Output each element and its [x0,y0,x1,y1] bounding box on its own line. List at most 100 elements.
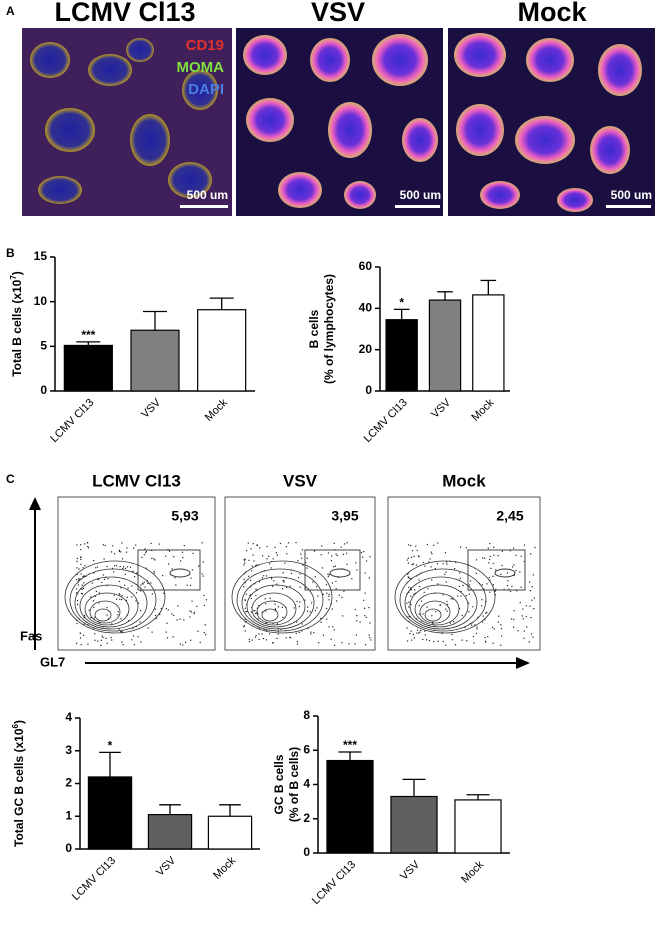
event-dot [411,556,413,558]
event-dot [472,635,475,638]
event-dot [275,552,277,554]
event-dot [82,634,85,636]
y-axis-label: (% of B cells) [287,747,301,822]
event-dot [365,616,368,619]
event-dot [276,554,278,556]
gate-value: 5,93 [171,508,198,524]
event-dot [87,547,90,549]
panel-label: B [6,246,15,260]
event-dot [331,555,333,557]
event-dot [368,634,370,636]
event-dot [523,630,525,632]
event-dot [486,611,488,614]
event-dot [132,627,134,629]
event-dot [312,581,314,583]
event-dot [501,550,504,552]
event-dot [476,628,478,630]
event-dot [289,585,291,587]
event-dot [97,640,99,642]
y-axis-label: B cells [307,309,321,348]
event-dot [289,636,291,638]
event-dot [270,578,273,580]
event-dot [243,626,245,628]
event-dot [407,562,409,564]
event-dot [154,559,156,561]
event-dot [256,544,258,546]
event-dot [327,573,329,575]
event-dot [91,582,93,584]
event-dot [79,637,82,639]
event-dot [485,640,487,642]
event-dot [433,544,435,547]
event-dot [296,640,298,643]
event-dot [414,589,416,591]
event-dot [445,608,447,610]
event-dot [317,595,319,597]
event-dot [293,607,295,609]
flow-title: Mock [442,471,486,490]
y-axis-label: (% of lymphocytes) [322,274,336,384]
event-dot [76,567,78,569]
event-dot [145,567,147,569]
significance: * [108,739,113,753]
event-dot [90,616,92,619]
event-dot [507,580,509,582]
event-dot [433,640,435,643]
event-dot [473,642,475,644]
event-dot [133,643,135,646]
event-dot [150,542,152,544]
event-dot [406,640,409,642]
event-dot [80,644,82,646]
event-dot [202,561,204,563]
event-dot [282,588,284,590]
event-dot [418,555,420,558]
event-dot [369,622,371,624]
event-dot [431,615,433,617]
event-dot [437,542,439,544]
event-dot [282,616,284,618]
event-dot [273,580,275,582]
event-dot [411,564,413,566]
x-tick-label: VSV [398,858,423,883]
event-dot [76,588,78,590]
event-dot [481,605,483,607]
event-dot [325,584,327,586]
contour [69,568,157,632]
event-dot [422,613,424,615]
event-dot [492,562,494,565]
event-dot [282,572,284,574]
arrow-head [516,657,530,669]
stain-label: CD19 [186,37,224,54]
event-dot [121,641,123,643]
event-dot [295,542,297,544]
event-dot [521,615,523,617]
event-dot [525,605,527,607]
event-dot [77,584,80,586]
event-dot [283,580,285,582]
event-dot [363,550,365,553]
event-dot [272,558,274,560]
event-dot [331,608,333,610]
event-dot [482,615,484,617]
event-dot [163,592,165,594]
event-dot [102,544,104,546]
event-dot [406,602,408,604]
event-dot [125,551,128,553]
event-dot [110,551,113,553]
bar [63,344,113,392]
bar [87,776,133,850]
gate-value: 3,95 [331,508,358,524]
event-dot [76,592,78,594]
event-dot [136,572,138,574]
event-dot [500,624,502,626]
event-dot [334,565,337,567]
contour [419,600,451,624]
event-dot [296,621,298,623]
event-dot [127,620,130,622]
event-dot [143,554,145,556]
event-dot [249,594,251,597]
event-dot [83,575,85,577]
event-dot [251,565,253,567]
event-dot [364,607,366,609]
event-dot [408,601,410,603]
